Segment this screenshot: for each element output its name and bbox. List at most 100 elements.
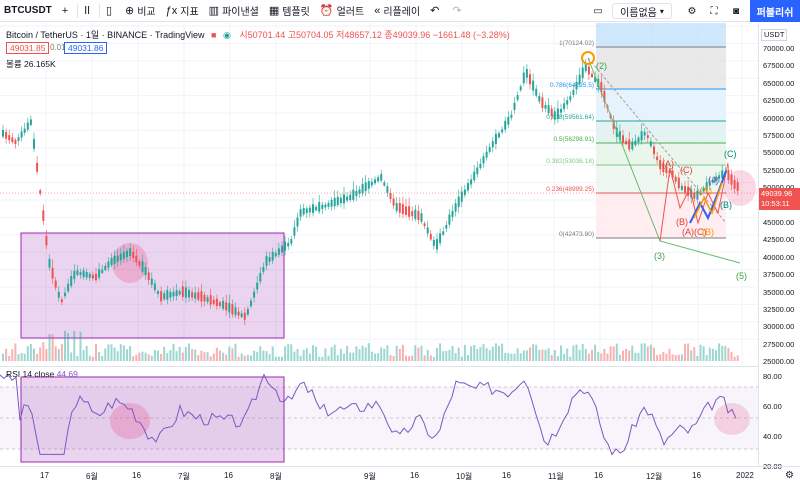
- candle-body: [736, 182, 739, 191]
- volume-bar: [597, 351, 600, 361]
- interval-button[interactable]: ǀǀ: [79, 0, 98, 22]
- alert-button[interactable]: ⏰ 얼러트: [319, 5, 365, 18]
- volume-bar: [699, 344, 702, 361]
- spread-value: 0.01: [50, 43, 66, 52]
- candle-body: [417, 210, 420, 221]
- layout-name-button[interactable]: 이름없음 ▾: [612, 3, 672, 19]
- undo-button[interactable]: ↶: [425, 0, 447, 22]
- highlight-box[interactable]: [20, 232, 285, 339]
- financials-button[interactable]: ▥ 파이낸셜: [208, 5, 259, 18]
- volume-bar: [367, 343, 370, 361]
- redo-button[interactable]: ↷: [447, 0, 469, 22]
- volume-bar: [398, 348, 401, 361]
- wave-3-label: (3): [654, 251, 665, 261]
- main-chart-pane[interactable]: 1(70124.02) 0.786(64295.5) 0.618(59561.6…: [0, 23, 758, 365]
- candle-body: [73, 270, 76, 280]
- buy-button[interactable]: 49031.86: [64, 42, 108, 54]
- rsi-legend[interactable]: RSI 14 close 44.69: [6, 369, 78, 379]
- candle-body: [178, 291, 181, 295]
- volume-bar: [618, 354, 621, 361]
- candle-body: [581, 67, 584, 79]
- candle-body: [184, 287, 187, 298]
- time-axis[interactable]: 17 6월 16 7월 16 8월 9월 16 10월 16 11월 16 12월 16 2022 ⚙: [0, 466, 800, 485]
- volume-bar: [553, 350, 556, 361]
- rsi-highlight-box[interactable]: [20, 376, 285, 463]
- volume-bar: [327, 355, 330, 361]
- volume-bar: [448, 349, 451, 361]
- volume-bar: [442, 351, 445, 361]
- volume-bar: [680, 354, 683, 361]
- volume-bar: [268, 354, 271, 361]
- fib-band-0618: [596, 121, 726, 143]
- candle-body: [656, 156, 659, 161]
- sell-button[interactable]: 49031.85: [6, 42, 50, 54]
- candle-body: [727, 170, 730, 180]
- wave-4-label: (4): [708, 175, 719, 185]
- volume-bar: [479, 347, 482, 361]
- settings-button[interactable]: ⚙: [683, 0, 701, 22]
- volume-bar: [457, 347, 460, 361]
- price-tick: 52500.00: [763, 165, 795, 175]
- candle-body: [88, 273, 91, 278]
- legend-eye-icon[interactable]: ◉: [223, 30, 231, 40]
- candle-body: [339, 197, 342, 204]
- volume-bar: [253, 350, 256, 361]
- publish-button[interactable]: 퍼블리쉬: [750, 0, 800, 22]
- volume-bar: [383, 348, 386, 361]
- price-tick: 35000.00: [763, 287, 795, 297]
- gear-icon: ⚙: [687, 5, 697, 17]
- abc-wave-red: [659, 162, 729, 242]
- snapshot-button[interactable]: ◙: [727, 0, 745, 22]
- rsi-pane[interactable]: [0, 366, 758, 466]
- volume-bar: [364, 347, 367, 361]
- volume-bar: [504, 352, 507, 361]
- volume-bar: [76, 355, 79, 361]
- volume-bar: [259, 346, 262, 361]
- candle-body: [67, 283, 70, 292]
- candle-body: [625, 140, 628, 145]
- candle-body: [8, 135, 11, 141]
- candle-body: [222, 300, 225, 309]
- candle-body: [153, 283, 156, 291]
- volume-bar: [312, 345, 314, 361]
- currency-unit[interactable]: USDT: [761, 29, 788, 41]
- volume-bar: [346, 345, 349, 361]
- candle-body: [414, 209, 417, 219]
- symbol-search-button[interactable]: BTCUSDT: [4, 5, 52, 16]
- volume-bar: [33, 348, 35, 361]
- fullscreen-button[interactable]: ⛶: [705, 0, 723, 22]
- candle-body: [665, 166, 668, 173]
- add-symbol-button[interactable]: +: [57, 0, 76, 22]
- volume-bar: [538, 349, 541, 361]
- candle-body: [256, 282, 259, 290]
- candle-body: [547, 105, 550, 114]
- price-tick: 70000.00: [763, 44, 795, 53]
- candle-body: [575, 82, 578, 90]
- volume-bar: [733, 356, 736, 361]
- volume-legend[interactable]: 볼륨 26.165K: [6, 59, 56, 69]
- layout-button[interactable]: ▭: [588, 0, 608, 22]
- volume-bar: [482, 344, 485, 361]
- candle-body: [29, 119, 32, 125]
- templates-button[interactable]: ▦ 템플릿: [268, 5, 310, 18]
- candle-body: [144, 267, 147, 276]
- volume-bar: [45, 349, 48, 361]
- time-tick: 16: [594, 471, 603, 480]
- candle-body: [228, 302, 231, 313]
- indicators-button[interactable]: ƒx 지표: [165, 4, 199, 19]
- chart-type-button[interactable]: ▯: [101, 0, 120, 22]
- candle-body: [380, 173, 383, 181]
- candle-body: [194, 292, 197, 299]
- volume-bar: [494, 343, 497, 361]
- volume-bar: [178, 346, 181, 361]
- candle-body: [733, 180, 736, 189]
- time-tick: 10월: [456, 472, 473, 481]
- wave-c-label-low: (C): [694, 227, 707, 237]
- replay-button[interactable]: «리플레이: [374, 4, 421, 19]
- candle-body: [315, 206, 318, 211]
- time-tick: 11월: [548, 472, 564, 481]
- settings-icon[interactable]: ⚙: [785, 470, 794, 481]
- compare-button[interactable]: ⊕ 비교: [125, 5, 156, 18]
- legend-title[interactable]: Bitcoin / TetherUS · 1일 · BINANCE · Trad…: [6, 30, 205, 40]
- price-axis[interactable]: USDT 70000.00 67500.00 65000.00 62500.00 600…: [758, 23, 800, 471]
